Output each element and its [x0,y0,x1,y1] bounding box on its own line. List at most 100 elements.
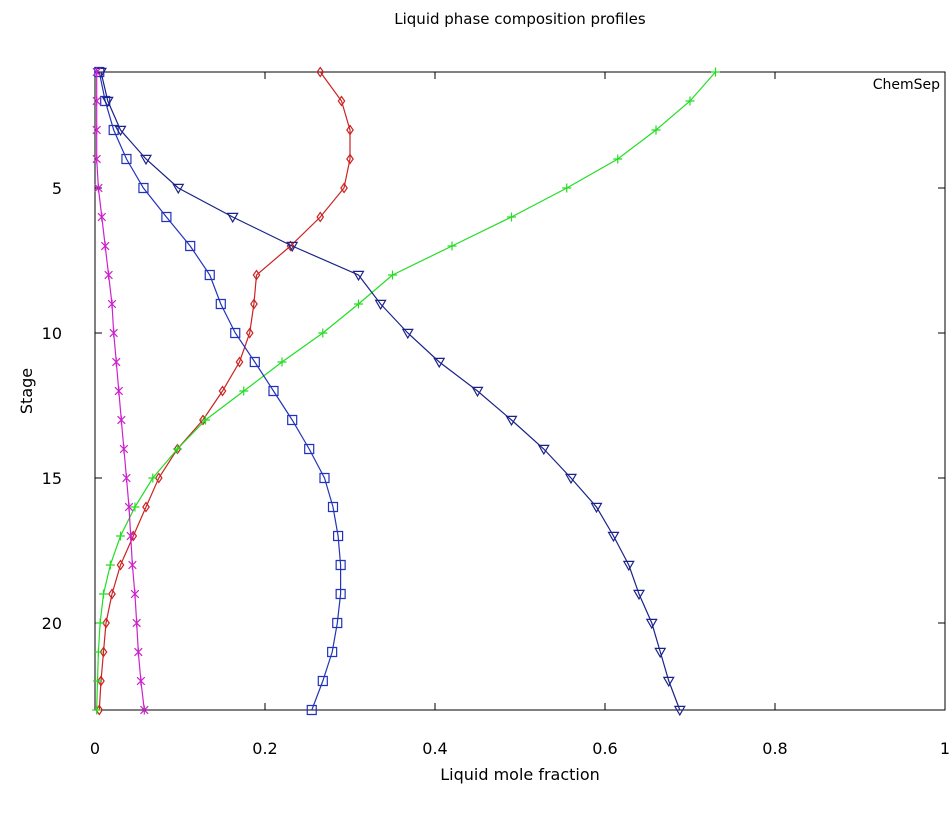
y-tick-label: 10 [42,324,62,343]
data-point-triangle-down [633,589,645,601]
data-point-square [230,327,241,339]
data-point-diamond [346,153,354,165]
series-line [100,71,681,711]
data-point-plus [105,560,115,570]
data-point-x [122,473,131,483]
data-point-x [117,415,126,425]
data-point-triangle-down [537,444,550,456]
data-point-triangle-down [662,676,675,688]
data-point-x [92,154,101,164]
data-point-diamond [337,95,346,107]
series-plus [92,67,720,715]
data-point-plus [148,473,158,483]
data-point-plus [239,386,249,396]
data-point-diamond [108,588,116,600]
data-point-plus [711,67,720,77]
data-point-triangle-down [374,299,387,311]
data-point-diamond [142,501,150,513]
data-point-triangle-down [433,357,446,369]
data-point-square [304,443,315,455]
data-point-triangle-down [114,125,127,137]
data-point-square [204,269,215,281]
data-point-diamond [154,472,163,484]
data-point-square [335,559,346,571]
data-point-triangle-down [94,67,107,79]
x-tick-label: 0.6 [592,739,617,758]
data-point-x [130,589,140,599]
data-point-diamond [316,66,325,78]
data-point-triangle-down [352,270,365,282]
data-point-plus [562,183,572,193]
data-point-diamond [250,298,258,310]
data-point-square [249,356,260,368]
data-point-x [140,705,149,715]
y-axis-ticks: 5 10 15 20 [42,179,945,633]
data-point-plus [93,647,103,657]
data-point-plus [388,270,397,280]
series-line [98,71,351,711]
data-point-plus [318,328,328,338]
data-point-x [134,647,143,657]
series-line [98,71,342,711]
data-point-triangle-down [645,618,658,630]
data-point-triangle-down [654,647,667,659]
x-tick-label: 0.8 [762,739,787,758]
data-point-plus [685,96,695,106]
data-point-plus [116,531,125,541]
series-layer [92,66,720,717]
data-point-diamond [252,269,261,281]
data-point-triangle-down [140,154,152,166]
data-point-square [185,240,196,252]
data-point-square [215,298,226,310]
data-point-plus [172,444,182,454]
series-diamond [95,66,354,716]
data-point-triangle-down [607,531,620,543]
data-point-x [132,618,141,628]
data-point-diamond [340,182,348,194]
data-point-square [268,385,279,397]
data-point-x [104,270,113,280]
data-point-diamond [245,327,254,339]
data-point-triangle-down [401,328,414,340]
data-point-plus [99,589,108,599]
data-point-triangle-down [286,241,299,253]
data-point-plus [92,705,102,715]
data-point-x [100,241,110,251]
data-point-square [319,472,330,484]
data-point-x [128,560,137,570]
data-point-diamond [99,646,108,658]
data-point-square [287,414,298,426]
data-point-x [136,676,146,686]
data-point-triangle-down [226,212,239,224]
chemsep-watermark: ChemSep [873,77,940,93]
data-point-square [327,646,338,658]
data-point-x [92,67,101,77]
x-tick-label: 0.2 [252,739,277,758]
data-point-square [333,530,344,542]
data-point-triangle-down [590,502,603,514]
data-point-square [317,675,328,687]
data-point-x [124,502,134,512]
series-triangle-down [94,67,686,717]
x-tick-label: 0.4 [422,739,447,758]
y-tick-label: 5 [52,179,62,198]
data-point-x [112,357,121,367]
data-point-triangle-down [565,473,577,485]
data-point-plus [507,212,516,222]
data-point-square [332,617,343,629]
data-point-triangle-down [471,386,484,398]
plot-area-frame [94,71,946,711]
data-point-square [108,124,119,136]
x-tick-label: 1 [940,739,950,758]
data-point-x [126,531,135,541]
y-tick-label: 20 [42,614,62,633]
data-point-x [119,444,129,454]
data-point-square [335,588,346,600]
data-point-square [138,182,149,194]
chart-title: Liquid phase composition profiles [394,10,646,28]
data-point-plus [651,125,661,135]
data-point-square [306,704,317,716]
data-point-triangle-down [172,183,185,195]
data-point-square [121,153,132,165]
data-point-plus [354,299,363,309]
